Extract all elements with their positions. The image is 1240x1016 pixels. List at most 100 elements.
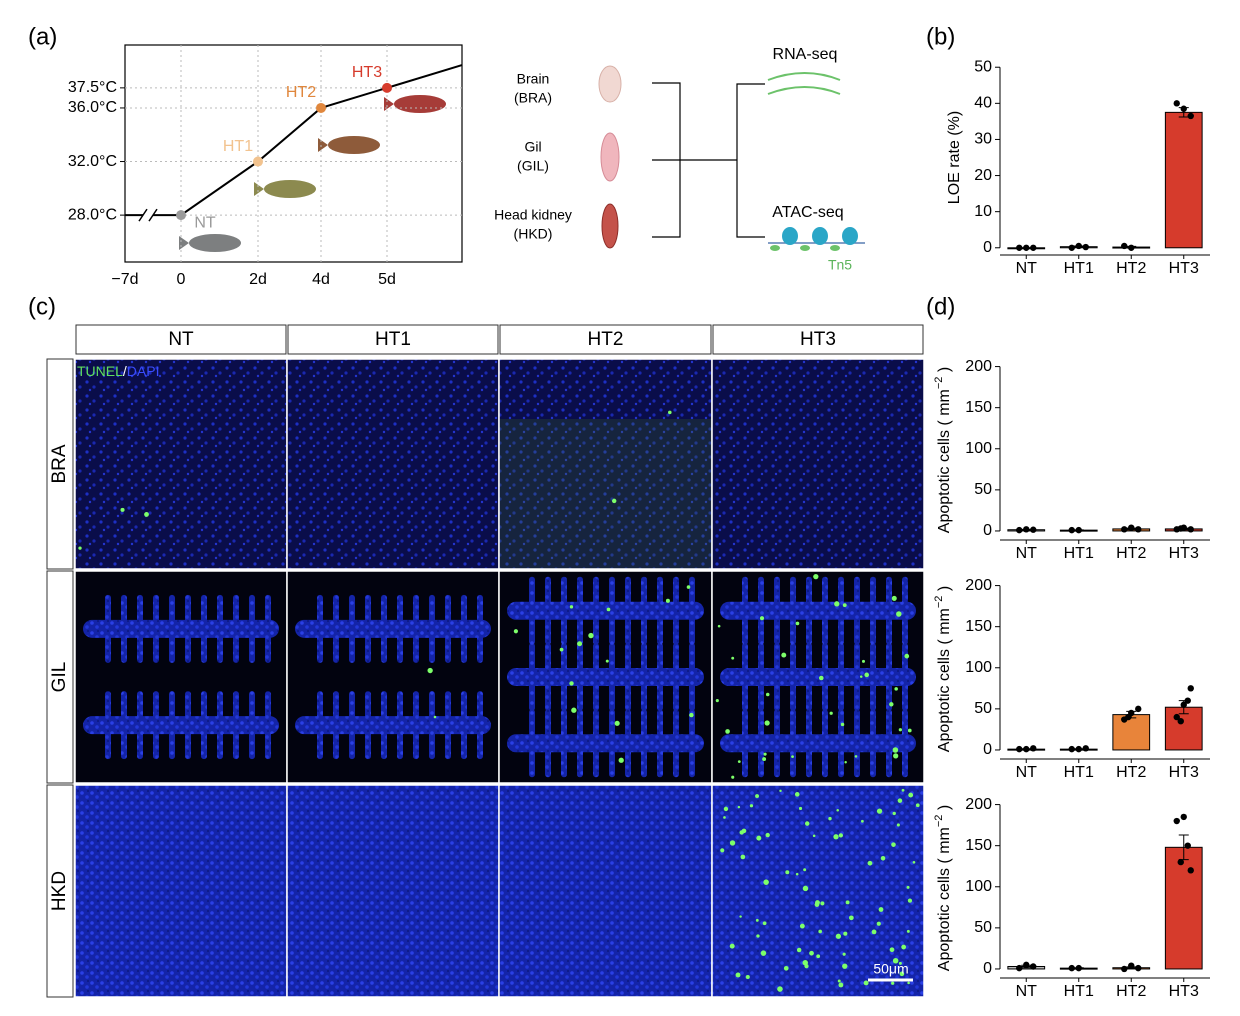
gill-lamella xyxy=(790,643,796,711)
micrograph xyxy=(499,785,712,997)
gill-lamella xyxy=(429,691,435,760)
row-header: GIL xyxy=(49,662,70,693)
tunel-signal xyxy=(803,868,807,872)
tunel-signal xyxy=(906,929,910,933)
tunel-signal xyxy=(794,792,800,797)
tunel-signal xyxy=(795,621,800,626)
gill-lamella xyxy=(365,691,371,760)
data-point xyxy=(1075,745,1082,753)
gill-lamella xyxy=(545,643,551,711)
tunel-signal xyxy=(813,573,819,580)
gill-lamella xyxy=(397,691,403,760)
micrograph xyxy=(499,359,712,569)
tunel-signal xyxy=(762,757,767,762)
data-point xyxy=(1030,963,1037,970)
tunel-signal xyxy=(896,823,900,827)
y-tick-label: 150 xyxy=(965,618,992,635)
gill-lamella xyxy=(609,576,615,645)
gill-lamella xyxy=(477,594,483,663)
tunel-signal xyxy=(859,675,863,678)
data-point xyxy=(1121,242,1128,250)
data-point xyxy=(1121,526,1128,533)
data-point xyxy=(1023,745,1030,753)
gill-axis xyxy=(507,601,704,620)
tunel-signal xyxy=(783,965,789,971)
data-point xyxy=(1173,817,1180,825)
data-point xyxy=(1082,243,1089,251)
gill-lamella xyxy=(758,643,764,711)
tunel-signal xyxy=(765,832,770,838)
gill-lamella xyxy=(742,576,748,645)
y-axis-label-part: LOE rate (%) xyxy=(946,111,963,204)
point-label: NT xyxy=(194,214,216,231)
tunel-signal xyxy=(759,616,765,621)
gill-lamella xyxy=(822,709,828,778)
column-header: HT2 xyxy=(588,329,624,350)
micrograph xyxy=(75,359,287,569)
tunel-signal xyxy=(854,755,858,758)
panel-label: (c) xyxy=(28,293,56,320)
x-tick-label: HT3 xyxy=(1169,545,1199,562)
gill-lamella xyxy=(790,576,796,645)
gill-lamella xyxy=(641,576,647,645)
tunel-signal xyxy=(864,672,870,678)
tunel-signal xyxy=(735,972,741,978)
y-axis-label-part: Apoptotic cells ( mm xyxy=(936,389,953,533)
gill-lamella xyxy=(201,691,207,760)
panel-label: (b) xyxy=(926,23,955,50)
x-tick-label: HT1 xyxy=(1064,764,1094,781)
gill-lamella xyxy=(429,594,435,663)
column-header-box xyxy=(712,324,924,355)
gill-lamella xyxy=(137,594,143,663)
tunel-signal xyxy=(755,794,759,798)
tunel-signal xyxy=(729,943,735,949)
data-point xyxy=(1187,526,1194,533)
tunel-signal xyxy=(559,647,564,652)
tunel-signal xyxy=(842,963,848,969)
plot-frame xyxy=(124,44,463,263)
x-tick-label: NT xyxy=(1016,983,1038,1000)
gill-lamella xyxy=(317,594,323,663)
gill-lamella xyxy=(742,709,748,778)
gill-lamella xyxy=(870,709,876,778)
x-tick-label: HT2 xyxy=(1116,260,1146,277)
tunel-signal xyxy=(686,585,691,589)
gill-lamella xyxy=(461,691,467,760)
gill-lamella xyxy=(121,594,127,663)
gill-lamella xyxy=(265,691,271,760)
y-axis-label-part: Apoptotic cells ( mm xyxy=(936,827,953,971)
chromatin-icon xyxy=(768,227,865,251)
tunel-signal xyxy=(729,840,736,846)
tunel-signal xyxy=(433,715,437,719)
tunel-signal xyxy=(569,681,574,686)
y-axis-label-part: −2 xyxy=(933,377,945,390)
y-tick-label: 0 xyxy=(983,741,992,758)
tunel-signal xyxy=(894,687,898,691)
gill-filament xyxy=(720,576,916,645)
row-header: BRA xyxy=(49,444,70,483)
tunel-signal xyxy=(861,659,866,663)
x-tick-label: 2d xyxy=(249,271,267,288)
data-point xyxy=(1082,745,1089,752)
gill-filament xyxy=(295,691,491,760)
micrograph xyxy=(712,785,924,997)
gill-lamella xyxy=(593,576,599,645)
tunel-signal xyxy=(812,834,816,838)
gill-lamella xyxy=(397,594,403,663)
tunel-signal xyxy=(842,603,847,608)
x-tick-label: NT xyxy=(1016,260,1038,277)
data-point xyxy=(1128,524,1135,531)
micrograph xyxy=(712,359,924,569)
gill-lamella xyxy=(577,643,583,711)
x-tick-label: −7d xyxy=(111,271,138,288)
y-tick-label: 50 xyxy=(974,700,992,717)
tunel-signal xyxy=(828,816,832,821)
tunel-signal xyxy=(765,692,770,697)
tissue-name: Head kidney xyxy=(494,207,572,223)
panel-label: (d) xyxy=(926,293,955,320)
data-point xyxy=(1075,242,1082,250)
rna-icon xyxy=(767,72,841,95)
gill-lamella xyxy=(265,594,271,663)
row-header-box xyxy=(46,570,74,784)
x-tick-label: HT3 xyxy=(1169,983,1199,1000)
